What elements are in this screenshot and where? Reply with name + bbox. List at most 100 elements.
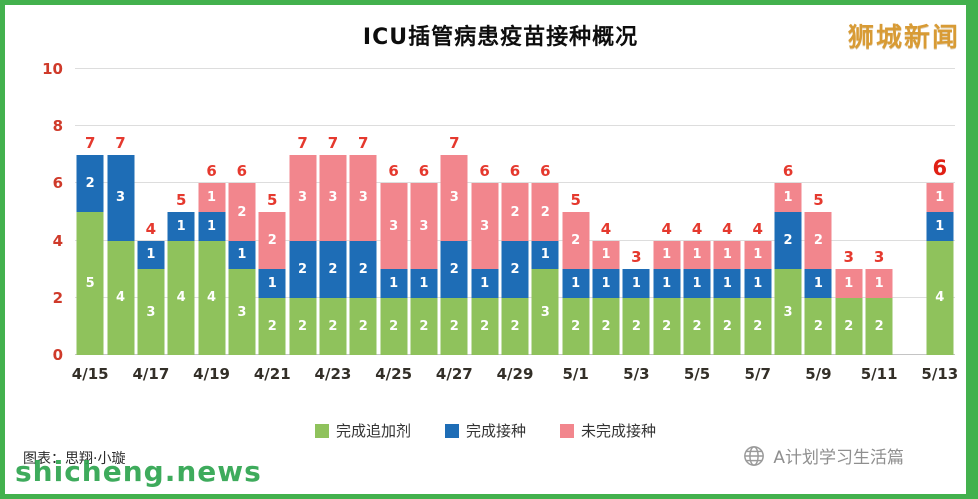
bar-segment: 3 — [289, 154, 317, 241]
bar-segment: 1 — [228, 240, 256, 270]
total-label: 5 — [267, 191, 278, 209]
legend-swatch — [314, 423, 329, 438]
bar-segment: 3 — [380, 183, 408, 270]
bar-segment: 1 — [683, 269, 711, 298]
gridline — [75, 68, 955, 69]
x-tick-slot — [166, 365, 196, 385]
bar-segment: 1 — [653, 269, 681, 298]
bar-segment: 1 — [653, 240, 681, 270]
bar-segment: 1 — [774, 183, 802, 213]
x-tick-slot: 4/25 — [375, 365, 412, 385]
total-label: 7 — [327, 133, 339, 152]
bar-segment: 2 — [835, 297, 863, 355]
x-tick-label: 5/3 — [623, 365, 650, 383]
total-label: 6 — [388, 162, 399, 181]
gridline — [75, 125, 955, 127]
bar-segment: 2 — [380, 297, 408, 355]
total-label: 4 — [691, 219, 703, 238]
legend-label: 完成接种 — [465, 422, 526, 440]
x-tick-slot: 4/17 — [132, 365, 169, 385]
gridline — [75, 182, 955, 184]
total-label: 7 — [84, 133, 96, 152]
bar-segment: 3 — [471, 183, 499, 270]
bar-segment: 3 — [440, 154, 468, 241]
y-tick-label: 4 — [52, 231, 63, 250]
bar-segment: 3 — [410, 183, 438, 270]
x-tick-label: 5/7 — [744, 365, 771, 383]
bar-segment: 2 — [440, 297, 468, 355]
x-tick-label: 5/5 — [683, 365, 711, 383]
x-tick-slot — [712, 365, 742, 385]
bar-segment: 2 — [501, 297, 529, 355]
x-axis-labels: 4/15 4/17 4/19 4/21 4/23 4/25 4/27 4/29 5/1 5/3 5/… — [71, 365, 958, 385]
legend-item: 未完成接种 — [560, 420, 656, 441]
x-tick-slot: 5/1 — [561, 365, 591, 385]
total-label: 7 — [449, 133, 460, 152]
x-tick-slot — [409, 365, 439, 385]
bar-segment: 2 — [501, 240, 529, 298]
total-label: 3 — [873, 248, 885, 267]
bar-segment: 2 — [440, 240, 468, 298]
bar-segment: 1 — [410, 269, 438, 298]
x-tick-slot — [894, 365, 924, 385]
x-tick-label: 4/15 — [71, 365, 109, 383]
total-label: 4 — [752, 219, 763, 238]
bar-segment: 2 — [410, 297, 438, 355]
total-label: 4 — [661, 219, 672, 238]
bar-segment: 3 — [107, 154, 135, 241]
bar-segment: 2 — [562, 297, 590, 355]
bar-segment: 2 — [501, 183, 529, 241]
bar-segment: 1 — [592, 240, 620, 270]
total-label: 7 — [297, 133, 308, 152]
legend-label: 未完成接种 — [581, 422, 657, 440]
bar-segment: 4 — [167, 240, 195, 355]
legend-label: 完成追加剂 — [335, 422, 411, 440]
total-label: 4 — [145, 219, 157, 238]
bar-segment: 2 — [349, 240, 377, 298]
bar-segment: 1 — [531, 240, 559, 270]
total-label: 5 — [813, 191, 824, 209]
legend-item: 完成接种 — [444, 420, 526, 441]
legend-item: 完成追加剂 — [314, 420, 411, 441]
bar-segment: 1 — [137, 240, 165, 270]
legend-swatch — [444, 423, 459, 438]
x-tick-slot — [287, 365, 317, 385]
x-tick-slot — [530, 365, 560, 385]
bar-slot-5-12 — [894, 69, 924, 355]
x-tick-slot: 5/5 — [682, 365, 712, 385]
bar-segment: 1 — [835, 269, 863, 298]
bar-segment: 3 — [774, 269, 802, 355]
bar-segment: 3 — [319, 154, 347, 241]
bar-segment: 3 — [531, 269, 559, 355]
bar-segment: 1 — [471, 269, 499, 298]
x-tick-label: 4/21 — [253, 365, 291, 383]
bar-segment: 2 — [289, 240, 317, 298]
chart-credit: 图表：思翔·小璇 — [23, 451, 126, 467]
bar-segment: 2 — [258, 297, 286, 355]
